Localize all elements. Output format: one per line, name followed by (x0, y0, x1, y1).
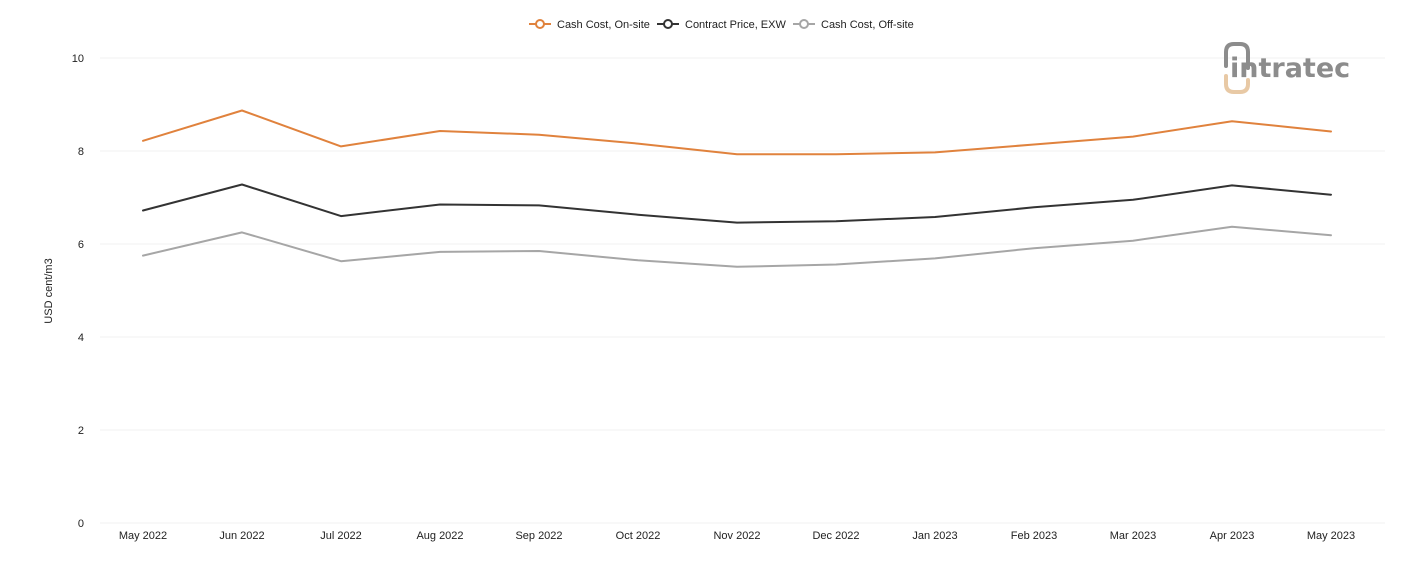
intratec-logo: intratec (1224, 42, 1350, 94)
data-point[interactable] (239, 108, 245, 114)
data-point[interactable] (932, 149, 938, 155)
logo-text: intratec (1230, 53, 1350, 84)
x-tick-label: Apr 2023 (1210, 530, 1255, 542)
legend-marker (799, 19, 809, 29)
data-point[interactable] (338, 143, 344, 149)
data-point[interactable] (833, 151, 839, 157)
data-point[interactable] (734, 264, 740, 270)
x-tick-label: May 2023 (1307, 530, 1355, 542)
x-tick-label: Dec 2022 (812, 530, 859, 542)
data-point[interactable] (1031, 141, 1037, 147)
data-point[interactable] (734, 151, 740, 157)
legend[interactable]: Cash Cost, On-site Contract Price, EXW Cas… (529, 19, 914, 31)
data-point[interactable] (1130, 134, 1136, 140)
legend-label: Cash Cost, Off-site (821, 19, 914, 31)
data-point[interactable] (1328, 232, 1334, 238)
data-point[interactable] (932, 255, 938, 261)
data-point[interactable] (1328, 128, 1334, 134)
x-tick-label: Feb 2023 (1011, 530, 1057, 542)
data-point[interactable] (437, 249, 443, 255)
x-tick-label: Jun 2022 (219, 530, 264, 542)
y-tick-label: 6 (78, 239, 84, 251)
data-point[interactable] (1229, 182, 1235, 188)
x-tick-label: Jan 2023 (912, 530, 957, 542)
x-tick-label: Aug 2022 (416, 530, 463, 542)
data-point[interactable] (338, 258, 344, 264)
series-line-1 (142, 183, 1332, 224)
y-tick-label: 4 (78, 332, 84, 344)
data-point[interactable] (1229, 224, 1235, 230)
data-point[interactable] (1130, 238, 1136, 244)
legend-item-1[interactable]: Contract Price, EXW (657, 19, 786, 31)
data-point[interactable] (239, 229, 245, 235)
data-point[interactable] (338, 213, 344, 219)
legend-item-0[interactable]: Cash Cost, On-site (529, 19, 650, 31)
legend-label: Contract Price, EXW (685, 19, 786, 31)
x-tick-label: Jul 2022 (320, 530, 362, 542)
data-point[interactable] (140, 138, 146, 144)
data-point[interactable] (1130, 197, 1136, 203)
legend-marker (535, 19, 545, 29)
data-point[interactable] (1031, 204, 1037, 210)
data-point[interactable] (833, 261, 839, 267)
data-point[interactable] (437, 128, 443, 134)
x-tick-label: May 2022 (119, 530, 167, 542)
y-tick-label: 0 (78, 518, 84, 530)
data-point[interactable] (437, 201, 443, 207)
gridlines (100, 57, 1385, 524)
series-line-0 (142, 109, 1332, 156)
x-tick-label: Oct 2022 (616, 530, 661, 542)
data-point[interactable] (1031, 245, 1037, 251)
data-point[interactable] (140, 253, 146, 259)
x-tick-label: Nov 2022 (713, 530, 760, 542)
data-point[interactable] (536, 202, 542, 208)
data-point[interactable] (635, 212, 641, 218)
data-point[interactable] (635, 257, 641, 263)
y-axis-ticks: 0 2 4 6 8 10 (72, 53, 84, 530)
y-axis-title: USD cent/m3 (43, 258, 55, 323)
logo-hook-icon (1224, 74, 1250, 94)
logo-arc-icon (1224, 42, 1250, 70)
x-axis-ticks: May 2022 Jun 2022 Jul 2022 Aug 2022 Sep 2022… (119, 530, 1355, 542)
x-tick-label: Mar 2023 (1110, 530, 1156, 542)
y-tick-label: 10 (72, 53, 84, 65)
y-tick-label: 2 (78, 425, 84, 437)
data-point[interactable] (536, 132, 542, 138)
data-point[interactable] (734, 220, 740, 226)
y-tick-label: 8 (78, 146, 84, 158)
data-point[interactable] (140, 208, 146, 214)
series-lines (140, 108, 1334, 270)
series-line-2 (142, 225, 1332, 268)
legend-item-2[interactable]: Cash Cost, Off-site (793, 19, 914, 31)
legend-label: Cash Cost, On-site (557, 19, 650, 31)
data-point[interactable] (932, 214, 938, 220)
x-tick-label: Sep 2022 (515, 530, 562, 542)
data-point[interactable] (833, 218, 839, 224)
legend-marker (663, 19, 673, 29)
data-point[interactable] (1229, 118, 1235, 124)
data-point[interactable] (239, 181, 245, 187)
data-point[interactable] (536, 248, 542, 254)
data-point[interactable] (635, 141, 641, 147)
data-point[interactable] (1328, 192, 1334, 198)
